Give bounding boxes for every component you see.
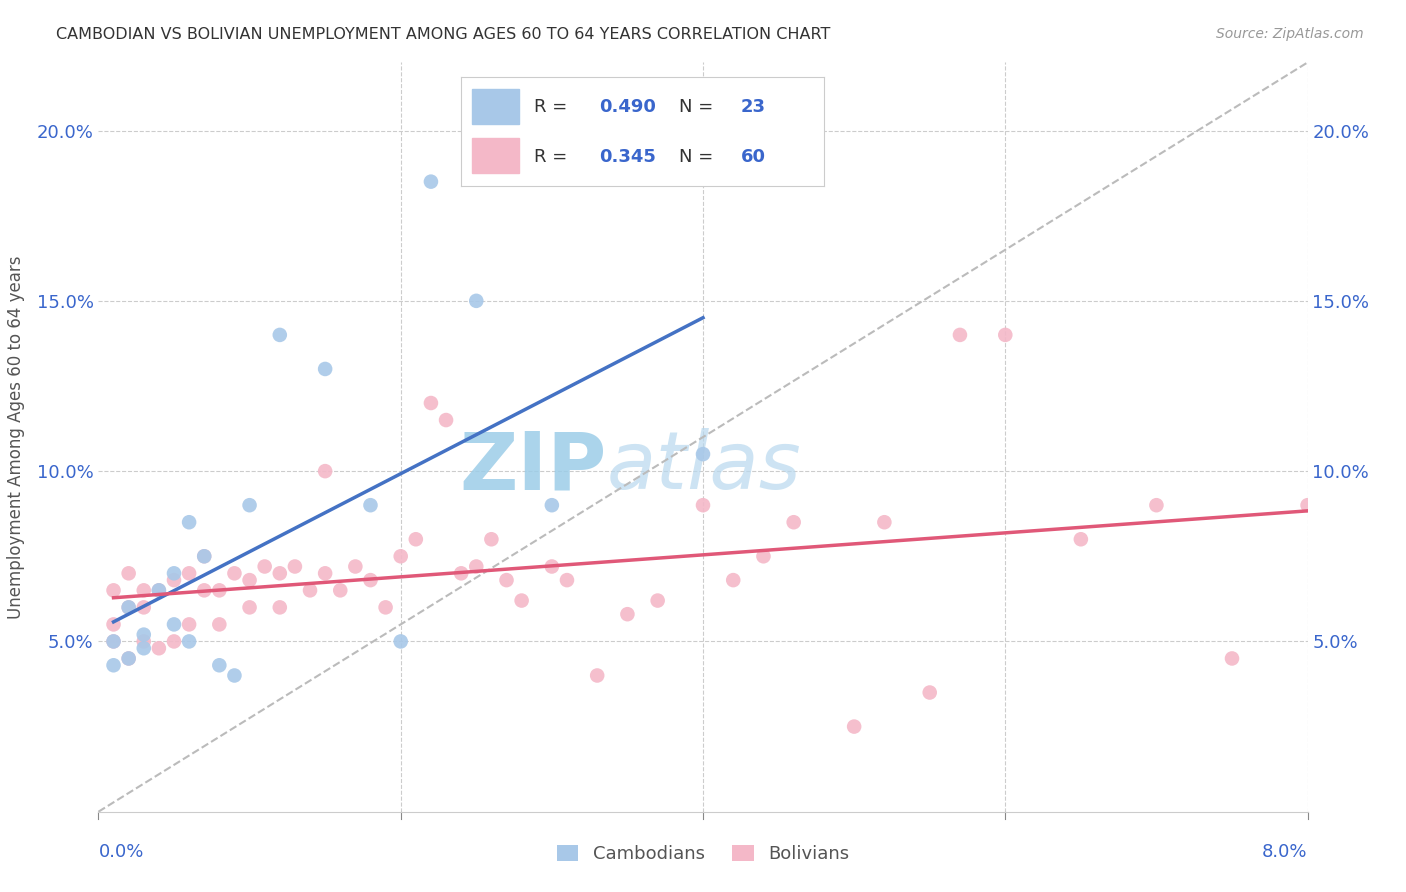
Point <box>465 559 488 574</box>
Point <box>1296 498 1319 512</box>
Point <box>179 617 201 632</box>
Point <box>918 685 941 699</box>
Point <box>163 566 186 581</box>
Point <box>723 573 745 587</box>
Point <box>495 573 517 587</box>
Point <box>314 362 336 376</box>
Point <box>132 641 155 656</box>
Point <box>132 583 155 598</box>
Point <box>481 533 503 547</box>
Point <box>586 668 609 682</box>
Point <box>148 583 170 598</box>
Point <box>193 549 215 564</box>
Point <box>179 566 201 581</box>
Point <box>118 651 141 665</box>
Point <box>103 634 125 648</box>
Point <box>132 634 155 648</box>
Point <box>148 641 170 656</box>
Point <box>132 600 155 615</box>
Point <box>269 327 291 342</box>
Point <box>389 634 412 648</box>
Point <box>163 573 186 587</box>
Point <box>647 593 669 607</box>
Point <box>269 566 291 581</box>
Point <box>103 583 125 598</box>
Point <box>540 559 562 574</box>
Point <box>239 600 262 615</box>
Point <box>224 566 246 581</box>
Legend: Cambodians, Bolivians: Cambodians, Bolivians <box>550 838 856 870</box>
Point <box>344 559 367 574</box>
Point <box>179 634 201 648</box>
Point <box>1070 533 1092 547</box>
Point <box>405 533 427 547</box>
Point <box>420 396 443 410</box>
Text: atlas: atlas <box>606 428 801 506</box>
Point <box>163 617 186 632</box>
Point <box>239 573 262 587</box>
Point <box>374 600 396 615</box>
Point <box>299 583 322 598</box>
Point <box>208 658 231 673</box>
Point <box>844 720 866 734</box>
Point <box>949 327 972 342</box>
Point <box>752 549 775 564</box>
Point <box>193 583 215 598</box>
Point <box>103 634 125 648</box>
Point <box>224 668 246 682</box>
Point <box>118 600 141 615</box>
Point <box>1220 651 1243 665</box>
Point <box>179 515 201 529</box>
Text: CAMBODIAN VS BOLIVIAN UNEMPLOYMENT AMONG AGES 60 TO 64 YEARS CORRELATION CHART: CAMBODIAN VS BOLIVIAN UNEMPLOYMENT AMONG… <box>56 27 831 42</box>
Point <box>239 498 262 512</box>
Point <box>284 559 307 574</box>
Point <box>314 566 336 581</box>
Point <box>103 617 125 632</box>
Point <box>118 566 141 581</box>
Point <box>994 327 1017 342</box>
Text: 8.0%: 8.0% <box>1263 843 1308 861</box>
Text: 0.0%: 0.0% <box>98 843 143 861</box>
Point <box>450 566 472 581</box>
Point <box>692 498 714 512</box>
Point <box>1146 498 1168 512</box>
Point <box>360 498 382 512</box>
Point <box>103 658 125 673</box>
Point <box>420 175 443 189</box>
Text: Source: ZipAtlas.com: Source: ZipAtlas.com <box>1216 27 1364 41</box>
Point <box>555 573 578 587</box>
Point <box>434 413 457 427</box>
Point <box>208 583 231 598</box>
Point <box>540 498 562 512</box>
Point <box>314 464 336 478</box>
Point <box>510 593 533 607</box>
Y-axis label: Unemployment Among Ages 60 to 64 years: Unemployment Among Ages 60 to 64 years <box>7 255 25 619</box>
Point <box>616 607 638 622</box>
Point <box>132 627 155 641</box>
Point <box>389 549 412 564</box>
Point <box>163 634 186 648</box>
Point <box>465 293 488 308</box>
Point <box>118 651 141 665</box>
Text: ZIP: ZIP <box>458 428 606 506</box>
Point <box>269 600 291 615</box>
Point <box>148 583 170 598</box>
Point <box>783 515 806 529</box>
Point <box>329 583 352 598</box>
Point <box>193 549 215 564</box>
Point <box>118 600 141 615</box>
Point <box>208 617 231 632</box>
Point <box>873 515 896 529</box>
Point <box>692 447 714 461</box>
Point <box>253 559 276 574</box>
Point <box>360 573 382 587</box>
